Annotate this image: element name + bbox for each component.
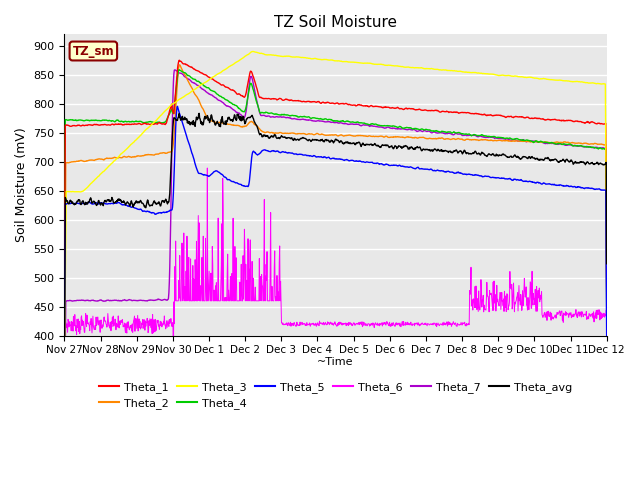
Title: TZ Soil Moisture: TZ Soil Moisture [274,15,397,30]
X-axis label: ~Time: ~Time [317,357,354,367]
Legend: Theta_1, Theta_2, Theta_3, Theta_4, Theta_5, Theta_6, Theta_7, Theta_avg: Theta_1, Theta_2, Theta_3, Theta_4, Thet… [95,377,577,414]
Text: TZ_sm: TZ_sm [72,45,114,58]
Y-axis label: Soil Moisture (mV): Soil Moisture (mV) [15,127,28,242]
